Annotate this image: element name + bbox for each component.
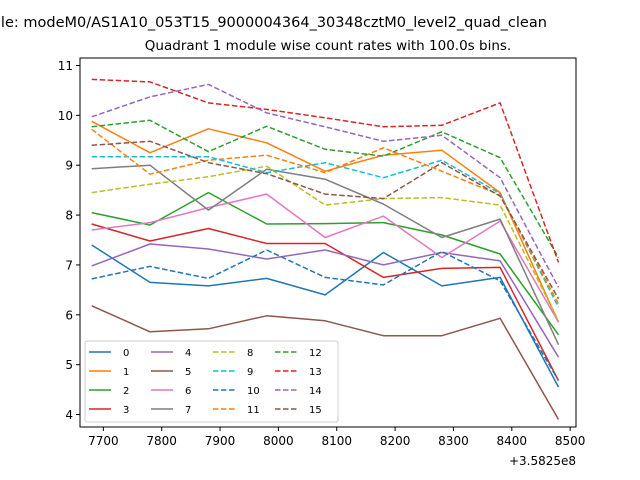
legend-label-5: 5 <box>185 367 191 378</box>
series-line-2 <box>91 191 560 336</box>
legend-label-3: 3 <box>123 405 129 416</box>
series-line-10 <box>91 249 560 381</box>
x-tick-label-8300: 8300 <box>438 434 469 448</box>
legend-label-6: 6 <box>185 386 191 397</box>
legend-label-12: 12 <box>309 348 322 359</box>
x-tick-label-7900: 7900 <box>205 434 236 448</box>
legend-label-11: 11 <box>247 405 260 416</box>
legend-label-2: 2 <box>123 386 129 397</box>
x-axis-offset-label: +3.5825e8 <box>509 454 576 468</box>
series-line-8 <box>91 165 560 322</box>
y-tick-label-6: 6 <box>65 308 73 322</box>
series-line-9 <box>91 155 560 308</box>
legend-label-8: 8 <box>247 348 253 359</box>
x-tick-label-7800: 7800 <box>146 434 177 448</box>
series-line-3 <box>91 223 560 381</box>
x-tick-label-8500: 8500 <box>555 434 586 448</box>
x-axis: 7700 7800 7900 8000 8100 8200 8300 8400 8500 <box>88 427 585 448</box>
y-axis: 4 5 6 7 8 9 10 11 <box>58 59 80 422</box>
series-line-4 <box>91 243 560 358</box>
chart-title: Quadrant 1 module wise count rates with … <box>145 38 511 54</box>
series-line-7 <box>91 164 560 346</box>
legend-label-9: 9 <box>247 367 253 378</box>
x-tick-label-7700: 7700 <box>88 434 119 448</box>
series-line-15 <box>91 140 560 300</box>
legend-label-10: 10 <box>247 386 260 397</box>
series-line-5 <box>91 305 560 420</box>
legend-label-13: 13 <box>309 367 322 378</box>
legend-label-4: 4 <box>185 348 191 359</box>
series-layer <box>91 78 560 420</box>
y-tick-label-11: 11 <box>58 59 73 73</box>
series-line-6 <box>91 193 560 323</box>
series-line-11 <box>91 128 560 305</box>
legend-label-7: 7 <box>185 405 191 416</box>
y-tick-label-5: 5 <box>65 358 73 372</box>
series-line-12 <box>91 119 560 258</box>
x-tick-label-8200: 8200 <box>380 434 411 448</box>
series-line-1 <box>91 120 560 323</box>
series-line-14 <box>91 83 560 288</box>
legend-label-14: 14 <box>309 386 322 397</box>
x-tick-label-8100: 8100 <box>321 434 352 448</box>
y-tick-label-10: 10 <box>58 109 73 123</box>
x-tick-label-8400: 8400 <box>497 434 528 448</box>
y-tick-label-7: 7 <box>65 258 73 272</box>
y-tick-label-9: 9 <box>65 159 73 173</box>
x-tick-label-8000: 8000 <box>263 434 294 448</box>
series-line-13 <box>91 78 560 263</box>
legend-frame <box>84 340 339 423</box>
legend-label-1: 1 <box>123 367 129 378</box>
plot-area: 7700 7800 7900 8000 8100 8200 8300 8400 8500 456… <box>58 57 585 468</box>
y-tick-label-4: 4 <box>65 408 73 422</box>
series-line-0 <box>91 244 560 388</box>
legend-label-0: 0 <box>123 348 129 359</box>
figure-title: n file: modeM0/AS1A10_053T15_9000004364_… <box>0 15 547 31</box>
y-tick-label-8: 8 <box>65 209 73 223</box>
axes-frame <box>79 57 577 428</box>
legend-label-15: 15 <box>309 405 322 416</box>
